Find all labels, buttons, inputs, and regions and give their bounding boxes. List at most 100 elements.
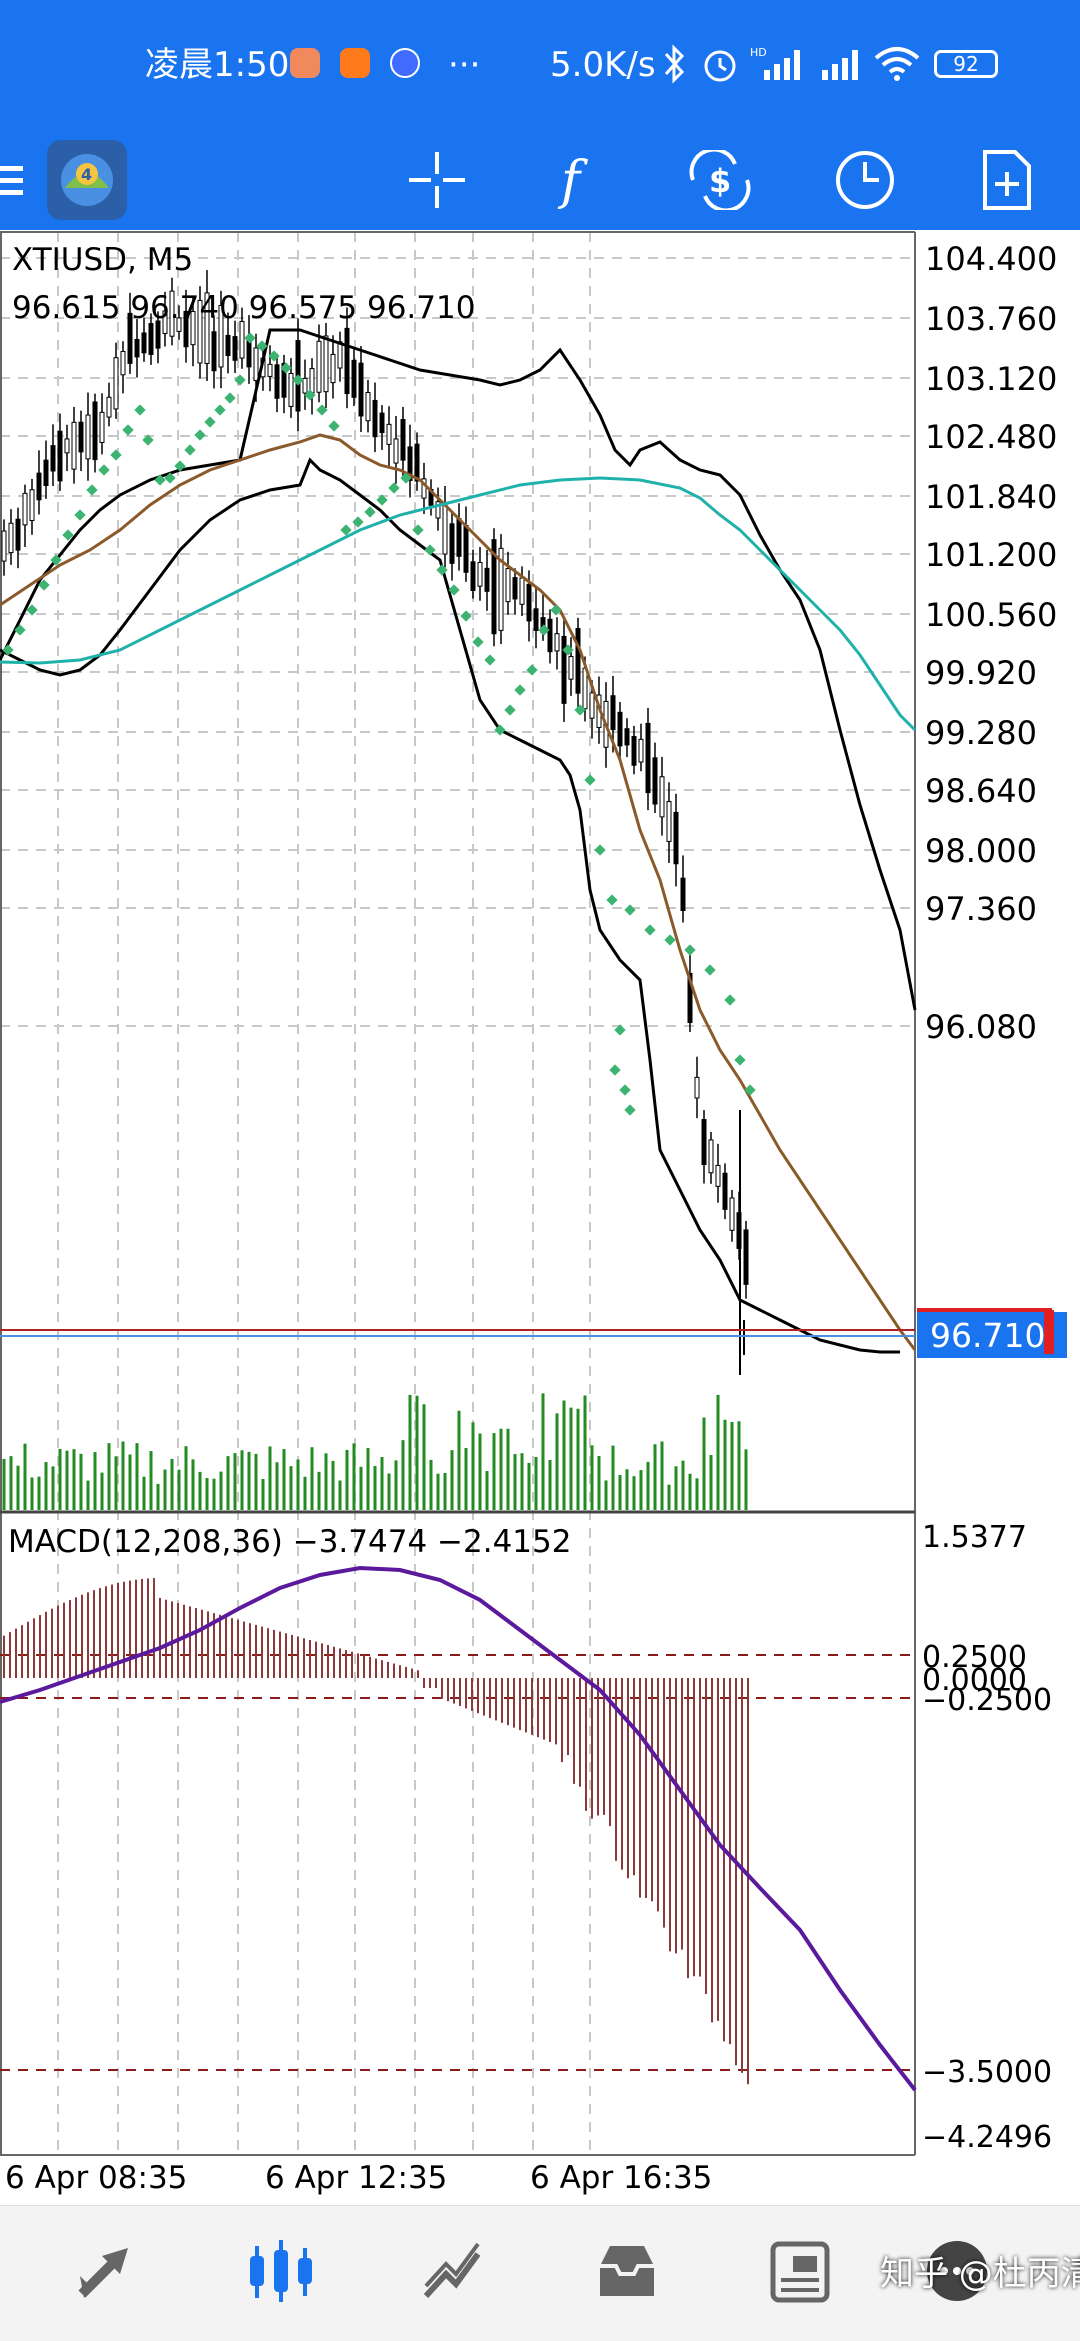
indicator-f-icon[interactable]: f <box>533 130 623 230</box>
candle-body <box>575 627 581 694</box>
candle-body <box>78 421 84 453</box>
macd-tick-label: 1.5377 <box>922 1520 1027 1555</box>
history-icon[interactable] <box>582 2231 672 2311</box>
psar-dot <box>526 664 538 676</box>
candle-body <box>169 290 175 337</box>
candle-body <box>351 359 357 398</box>
candle-body <box>253 347 259 382</box>
psar-dot <box>744 1084 756 1096</box>
candle-body <box>64 438 70 454</box>
toolbar: 4 f $ <box>0 130 1080 230</box>
candle-body <box>183 310 189 348</box>
candle-body <box>631 736 637 766</box>
candle-body <box>743 1229 749 1285</box>
svg-text:f: f <box>557 151 588 210</box>
menu-icon[interactable] <box>0 130 40 230</box>
candle-body <box>337 341 343 369</box>
app-notification-icon-2 <box>340 48 370 78</box>
candle-body <box>715 1164 721 1187</box>
candle-body <box>582 667 588 710</box>
psar-dot <box>460 610 472 622</box>
psar-dot <box>316 404 328 416</box>
candle-body <box>274 364 280 399</box>
app-notification-icon-3 <box>390 48 420 78</box>
psar-dot <box>376 494 388 506</box>
chart-area[interactable]: XTIUSD, M5 96.615 96.740 96.575 96.710 M… <box>0 230 1080 2200</box>
trade-dollar-icon[interactable]: $ <box>675 130 765 230</box>
macd-tick-label: 0.2500 <box>922 1640 1027 1675</box>
psar-dot <box>424 544 436 556</box>
candle-body <box>155 320 161 349</box>
quotes-icon[interactable] <box>62 2231 152 2311</box>
price-tick-label: 100.560 <box>925 596 1057 634</box>
psar-dot <box>194 429 206 441</box>
psar-dot <box>504 704 516 716</box>
psar-dot <box>472 636 484 648</box>
price-tick-label: 98.640 <box>925 772 1037 810</box>
candle-body <box>666 801 672 842</box>
ohlc-values: 96.615 96.740 96.575 96.710 <box>12 290 475 326</box>
new-document-icon[interactable] <box>962 130 1052 230</box>
candle-body <box>106 396 112 418</box>
candle-body <box>407 446 413 482</box>
price-tick-label: 101.200 <box>925 536 1057 574</box>
candle-body <box>309 368 315 394</box>
psar-dot <box>234 374 246 386</box>
trade-icon[interactable] <box>410 2231 500 2311</box>
psar-dot <box>154 474 166 486</box>
candle-body <box>505 568 511 603</box>
svg-text:$: $ <box>709 162 731 200</box>
candle-body <box>386 423 392 445</box>
chart-icon[interactable] <box>237 2231 327 2311</box>
candle-body <box>561 635 567 704</box>
candle-body <box>239 320 245 359</box>
macd-tick-label: 0.0000 <box>922 1663 1027 1698</box>
psar-dot <box>164 472 176 484</box>
psar-dot <box>364 506 376 518</box>
psar-dot <box>142 434 154 446</box>
current-price-marker <box>1044 1310 1054 1354</box>
candle-body <box>141 332 147 354</box>
candle-body <box>470 561 476 592</box>
candle-body <box>610 695 616 731</box>
psar-dot <box>280 362 292 374</box>
battery-level: 92 <box>953 52 979 76</box>
psar-dot <box>606 894 618 906</box>
candle-body <box>687 972 693 1024</box>
psar-dot <box>664 934 676 946</box>
candle-body <box>484 567 490 592</box>
watermark-text: 知乎 @杜丙清 <box>880 2254 1080 2294</box>
crosshair-icon[interactable] <box>392 130 482 230</box>
current-price-label-bg <box>917 1312 1067 1358</box>
psar-dot <box>214 404 226 416</box>
moving-average-brown <box>0 433 917 1351</box>
news-icon[interactable] <box>755 2231 845 2311</box>
time-axis-labels: 6 Apr 08:35 6 Apr 12:35 6 Apr 16:35 <box>5 2160 712 2196</box>
macd-label: MACD(12,208,36) −3.7474 −2.4152 <box>8 1524 571 1560</box>
clock-time: 凌晨1:50 <box>145 45 290 85</box>
candle-body <box>526 583 532 622</box>
candle-body <box>673 811 679 865</box>
time-tick-label: 6 Apr 16:35 <box>530 2160 712 2196</box>
candle-body <box>400 419 406 461</box>
candle-body <box>218 305 224 368</box>
candle-body <box>344 327 350 395</box>
more-notifications: ··· <box>448 45 481 85</box>
candle-body <box>267 363 273 377</box>
messages-icon[interactable] <box>912 2231 1002 2311</box>
candle-body <box>694 1076 700 1099</box>
candle-body <box>29 489 35 522</box>
psar-dot <box>204 416 216 428</box>
candle-body <box>638 738 644 763</box>
clock-icon[interactable] <box>820 130 910 230</box>
macd-histogram <box>3 1578 749 2085</box>
alarm-icon <box>700 44 740 88</box>
chart-grid <box>0 232 915 2155</box>
candle-body <box>190 311 196 346</box>
psar-dot <box>436 564 448 576</box>
candle-body <box>302 377 308 394</box>
psar-dot <box>412 524 424 536</box>
candle-body <box>99 411 105 443</box>
network-speed: 5.0K/s <box>550 45 656 85</box>
psar-dot <box>704 964 716 976</box>
